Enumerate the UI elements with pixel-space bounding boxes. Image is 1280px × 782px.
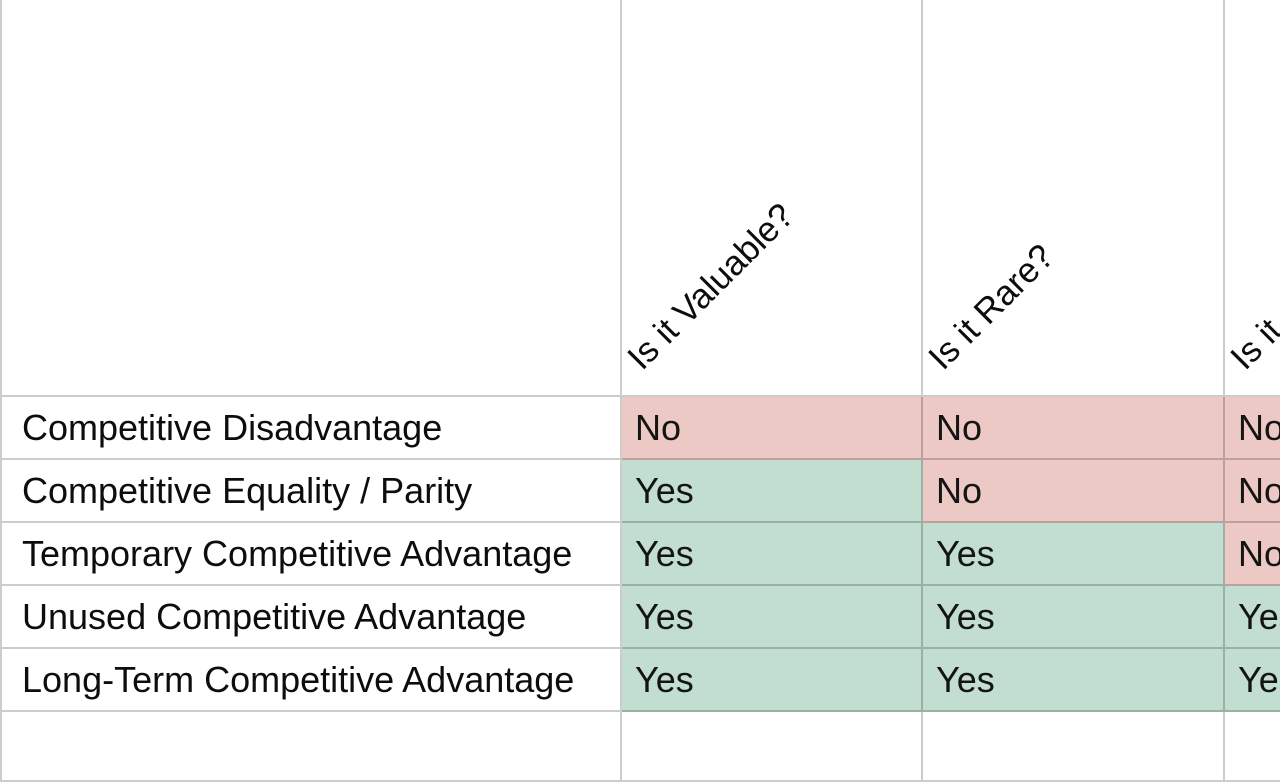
- column-header-rare: Is it Rare?: [921, 236, 1062, 377]
- column-header-cutoff: Is it: [1223, 310, 1280, 377]
- value-cell[interactable]: No: [923, 460, 1225, 523]
- partial-row-cell[interactable]: [622, 712, 923, 782]
- value-cell[interactable]: No: [1225, 397, 1280, 460]
- value-cell[interactable]: Yes: [1225, 649, 1280, 712]
- row-label-temporary-competitive-advantage[interactable]: Temporary Competitive Advantage: [2, 523, 622, 586]
- value-cell[interactable]: Yes: [622, 586, 923, 649]
- header-cell-rows[interactable]: [2, 0, 622, 397]
- value-cell[interactable]: Yes: [622, 460, 923, 523]
- value-cell[interactable]: Yes: [1225, 586, 1280, 649]
- value-cell[interactable]: Yes: [923, 649, 1225, 712]
- value-cell[interactable]: Yes: [923, 586, 1225, 649]
- header-cell-rare[interactable]: Is it Rare?: [921, 0, 1225, 397]
- header-cell-valuable[interactable]: Is it Valuable?: [620, 0, 923, 397]
- value-cell[interactable]: Yes: [622, 523, 923, 586]
- value-cell[interactable]: Yes: [923, 523, 1225, 586]
- value-cell[interactable]: No: [923, 397, 1225, 460]
- value-cell[interactable]: No: [1225, 523, 1280, 586]
- value-cell[interactable]: Yes: [622, 649, 923, 712]
- row-label-unused-competitive-advantage[interactable]: Unused Competitive Advantage: [2, 586, 622, 649]
- row-label-competitive-disadvantage[interactable]: Competitive Disadvantage: [2, 397, 622, 460]
- row-label-long-term-competitive-advantage[interactable]: Long-Term Competitive Advantage: [2, 649, 622, 712]
- value-cell[interactable]: No: [1225, 460, 1280, 523]
- partial-row-cell[interactable]: [2, 712, 622, 782]
- row-label-competitive-equality-parity[interactable]: Competitive Equality / Parity: [2, 460, 622, 523]
- header-cell-cutoff[interactable]: Is it: [1223, 0, 1280, 397]
- partial-row-cell[interactable]: [923, 712, 1225, 782]
- partial-row-cell[interactable]: [1225, 712, 1280, 782]
- value-cell[interactable]: No: [622, 397, 923, 460]
- column-header-valuable: Is it Valuable?: [620, 195, 802, 377]
